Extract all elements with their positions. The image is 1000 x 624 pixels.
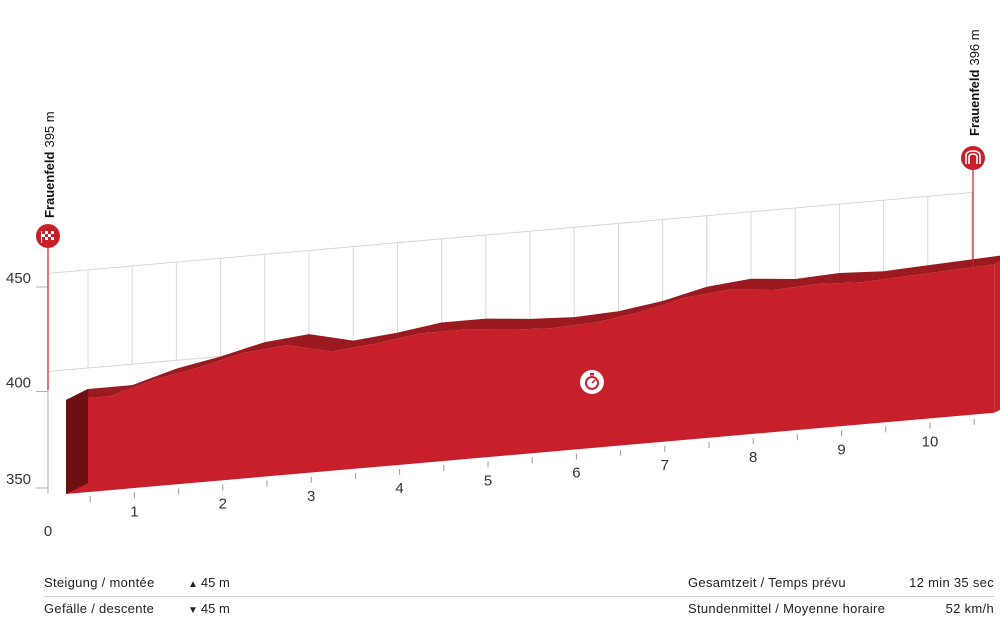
x-tick-label: 5 xyxy=(484,472,492,489)
time-value: 12 min 35 sec xyxy=(909,575,994,590)
x-tick-label: 6 xyxy=(572,465,580,482)
climb-label: Steigung / montée xyxy=(44,575,155,590)
stopwatch-dial xyxy=(584,375,599,390)
x-tick-label: 0 xyxy=(44,523,52,540)
climb-value: 45 m xyxy=(200,575,230,590)
x-tick-label: 4 xyxy=(395,480,403,497)
descent-value: 45 m xyxy=(200,601,230,616)
stats-row-descent: Gefälle / descente ▼ 45 m Stundenmittel /… xyxy=(44,596,994,622)
grid-line-top xyxy=(47,191,974,274)
x-tick-label: 1 xyxy=(130,503,138,520)
start-altitude: 395 m xyxy=(42,111,57,147)
finish-marker: Frauenfeld 396 m xyxy=(961,29,985,318)
profile-shape xyxy=(66,255,1000,494)
x-tick-label: 10 xyxy=(922,434,939,451)
stopwatch-hand xyxy=(591,379,596,384)
descent-label: Gefälle / descente xyxy=(44,601,155,616)
stopwatch-icon xyxy=(579,369,604,394)
up-triangle-icon: ▲ xyxy=(188,579,198,590)
y-tick-label: 350 xyxy=(6,471,31,488)
start-place-name: Frauenfeld xyxy=(42,151,57,218)
svg-text:Frauenfeld395 m: Frauenfeld 395 m xyxy=(42,111,57,218)
stopwatch-crown xyxy=(589,372,594,376)
x-tick-label: 2 xyxy=(219,496,227,513)
stage-stats: Steigung / montée ▲ 45 m Gesamtzeit / Tem… xyxy=(0,566,1000,622)
x-tick-label: 3 xyxy=(307,488,315,505)
finish-arch-glyph xyxy=(965,150,981,164)
y-tick-label: 400 xyxy=(6,375,31,392)
checkered-flag-glyph xyxy=(41,231,54,243)
profile-side-face xyxy=(66,388,88,494)
profile-markers xyxy=(579,369,604,394)
finish-altitude: 396 m xyxy=(967,29,982,65)
profile-top-surface xyxy=(66,255,1000,400)
speed-label: Stundenmittel / Moyenne horaire xyxy=(688,601,886,616)
time-label: Gesamtzeit / Temps prévu xyxy=(688,575,846,590)
down-triangle-icon: ▼ xyxy=(188,605,198,616)
x-tick-label: 7 xyxy=(661,457,669,474)
y-tick-label: 450 xyxy=(6,270,31,287)
x-tick-label: 9 xyxy=(837,441,845,458)
x-tick-label: 8 xyxy=(749,449,757,466)
profile-front-face xyxy=(66,264,995,494)
x-axis-ticks: 0 1 2 3 4 5 6 7 8 9 10 xyxy=(44,418,975,540)
profile-end-face xyxy=(994,261,1000,413)
elevation-profile-chart: 350 400 450 0 1 2 3 4 5 6 7 8 9 10 Frauenfeld 395 m xyxy=(6,29,1000,540)
speed-value: 52 km/h xyxy=(945,601,994,616)
finish-arch-icon xyxy=(961,146,985,170)
finish-place-name: Frauenfeld xyxy=(967,69,982,136)
y-axis: 350 400 450 xyxy=(6,270,49,494)
svg-text:Frauenfeld396 m: Frauenfeld 396 m xyxy=(967,29,982,136)
start-marker: Frauenfeld 395 m xyxy=(36,111,60,390)
places: Frauenfeld 395 m Frauenfeld 396 m xyxy=(36,29,985,390)
stats-row-climb: Steigung / montée ▲ 45 m Gesamtzeit / Tem… xyxy=(44,570,994,597)
